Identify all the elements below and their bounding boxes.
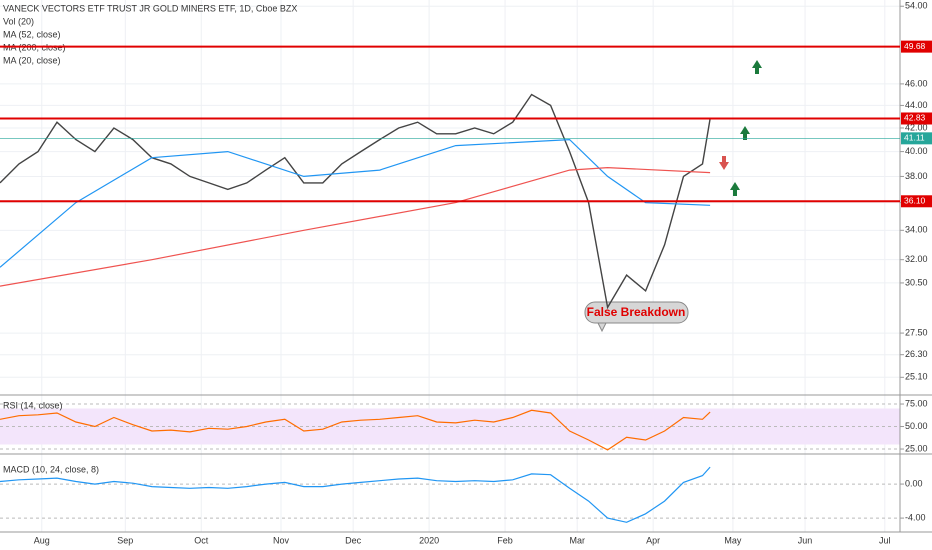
series-line [0,409,711,451]
y-tick-label: 40.00 [905,146,928,156]
arrow-up [730,182,740,196]
y-tick-label: 38.00 [905,171,928,181]
level-label-bg [901,195,932,208]
y-tick-label: 50.00 [905,421,928,431]
annotation: False Breakdown [587,305,686,319]
x-tick-label: Dec [345,535,362,545]
x-tick-label: May [724,535,742,545]
indicator-label: RSI (14, close) [3,400,63,410]
y-tick-label: 42.00 [905,122,928,132]
x-tick-label: Nov [273,535,290,545]
indicator-label: MACD (10, 24, close, 8) [3,464,99,474]
level-label: 49.68 [904,41,926,51]
level-label-bg [901,112,932,125]
y-tick-label: 30.50 [905,277,928,287]
x-tick-label: Feb [497,535,513,545]
y-tick-label: 32.00 [905,254,928,264]
x-tick-label: Jun [798,535,813,545]
x-tick-label: 2020 [419,535,439,545]
level-label-bg [901,40,932,53]
y-tick-label: 44.00 [905,100,928,110]
x-tick-label: Jul [879,535,891,545]
arrow-up [752,60,762,74]
x-tick-label: Apr [646,535,660,545]
indicator-label: Vol (20) [3,16,34,26]
x-tick-label: Oct [194,535,209,545]
y-tick-label: 0.00 [905,478,923,488]
x-tick-label: Sep [117,535,133,545]
arrow-down [719,156,729,170]
y-tick-label: 54.00 [905,1,928,11]
y-tick-label: 25.00 [905,443,928,453]
annotation-pointer [597,322,607,333]
indicator-label: MA (20, close) [3,55,61,65]
chart-title: VANECK VECTORS ETF TRUST JR GOLD MINERS … [3,3,297,13]
arrow-up [740,126,750,140]
y-tick-label: 26.30 [905,349,928,359]
level-label: 36.10 [904,196,926,206]
series-line [0,93,711,310]
y-tick-label: -4.00 [905,512,926,522]
y-tick-label: 46.00 [905,78,928,88]
level-label: 42.83 [904,113,926,123]
x-tick-label: Aug [34,535,50,545]
series-line [0,466,711,523]
level-label: 41.11 [904,133,925,143]
y-tick-label: 27.50 [905,327,928,337]
series-line [0,138,711,268]
y-tick-label: 75.00 [905,398,928,408]
y-tick-label: 25.10 [905,372,928,382]
annotation-box [584,301,689,324]
indicator-label: MA (52, close) [3,29,61,39]
level-label-bg [901,132,932,145]
y-tick-label: 34.00 [905,225,928,235]
x-tick-label: Mar [569,535,585,545]
series-line [0,166,711,287]
